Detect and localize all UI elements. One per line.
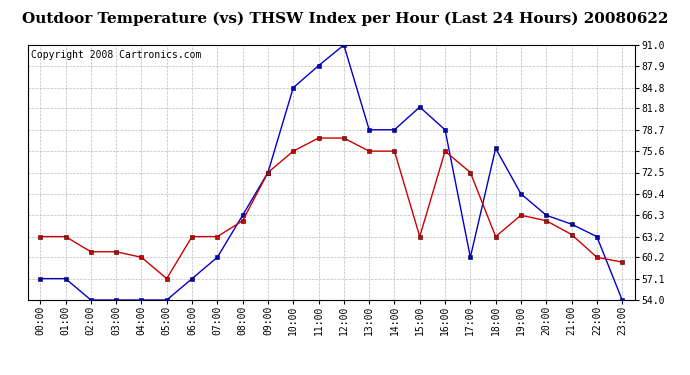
Text: Copyright 2008 Cartronics.com: Copyright 2008 Cartronics.com — [30, 50, 201, 60]
Text: Outdoor Temperature (vs) THSW Index per Hour (Last 24 Hours) 20080622: Outdoor Temperature (vs) THSW Index per … — [22, 11, 668, 26]
